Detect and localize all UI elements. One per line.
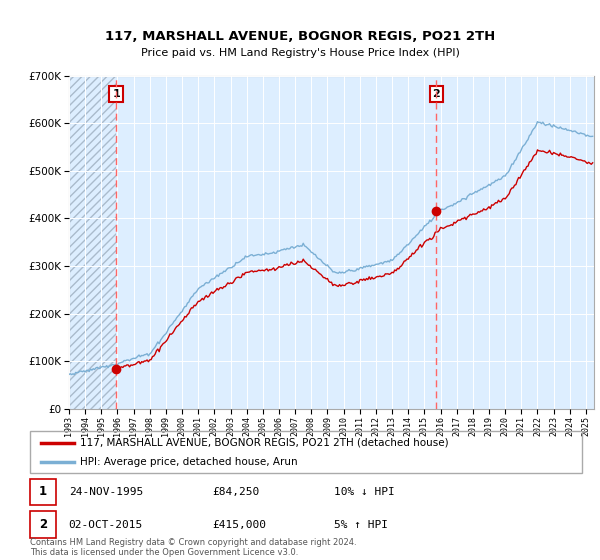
Text: £84,250: £84,250 xyxy=(212,487,259,497)
Bar xyxy=(30,511,56,538)
Bar xyxy=(30,478,56,505)
Text: 117, MARSHALL AVENUE, BOGNOR REGIS, PO21 2TH (detached house): 117, MARSHALL AVENUE, BOGNOR REGIS, PO21… xyxy=(80,437,448,447)
Text: HPI: Average price, detached house, Arun: HPI: Average price, detached house, Arun xyxy=(80,457,298,467)
Text: £415,000: £415,000 xyxy=(212,520,266,530)
Text: 24-NOV-1995: 24-NOV-1995 xyxy=(68,487,143,497)
Text: 1: 1 xyxy=(112,89,120,99)
Text: 117, MARSHALL AVENUE, BOGNOR REGIS, PO21 2TH: 117, MARSHALL AVENUE, BOGNOR REGIS, PO21… xyxy=(105,30,495,43)
Text: Price paid vs. HM Land Registry's House Price Index (HPI): Price paid vs. HM Land Registry's House … xyxy=(140,48,460,58)
Text: 2: 2 xyxy=(39,518,47,531)
Text: 10% ↓ HPI: 10% ↓ HPI xyxy=(334,487,394,497)
Text: 1: 1 xyxy=(39,485,47,498)
Text: 2: 2 xyxy=(433,89,440,99)
Text: 02-OCT-2015: 02-OCT-2015 xyxy=(68,520,143,530)
Text: Contains HM Land Registry data © Crown copyright and database right 2024.
This d: Contains HM Land Registry data © Crown c… xyxy=(30,538,356,557)
Text: 5% ↑ HPI: 5% ↑ HPI xyxy=(334,520,388,530)
